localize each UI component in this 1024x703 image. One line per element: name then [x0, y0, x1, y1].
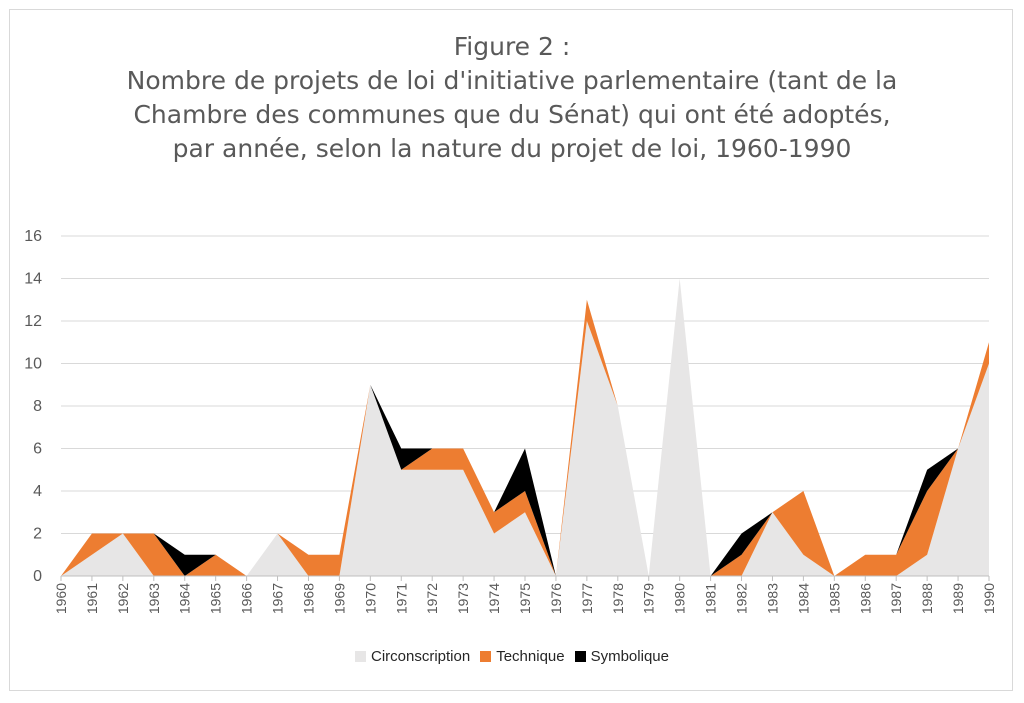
y-tick-label-12: 12 [24, 313, 42, 330]
y-tick-label-8: 8 [33, 398, 42, 415]
x-tick-label-1979: 1979 [641, 583, 657, 614]
x-tick-label-1967: 1967 [270, 583, 286, 614]
title-line-2: Nombre de projets de loi d'initiative pa… [126, 66, 898, 95]
legend-label-symbolique: Symbolique [590, 648, 669, 665]
chart-legend: Circonscription Technique Symbolique [0, 648, 1024, 665]
legend-item-circonscription: Circonscription [355, 648, 470, 665]
legend-item-technique: Technique [480, 648, 565, 665]
x-tick-label-1978: 1978 [610, 583, 626, 614]
x-tick-label-1983: 1983 [764, 583, 780, 614]
x-tick-label-1980: 1980 [672, 583, 688, 614]
y-tick-label-6: 6 [33, 441, 42, 458]
x-tick-label-1969: 1969 [331, 583, 347, 614]
title-line-1: Figure 2 : [453, 32, 571, 61]
x-tick-label-1990: 1990 [981, 583, 997, 614]
title-line-4: par année, selon la nature du projet de … [172, 134, 852, 163]
x-tick-label-1968: 1968 [300, 583, 316, 614]
legend-label-circonscription: Circonscription [371, 648, 471, 665]
legend-swatch-symbolique [574, 651, 586, 662]
x-tick-label-1964: 1964 [177, 583, 193, 614]
legend-item-symbolique: Symbolique [574, 648, 669, 665]
x-tick-label-1986: 1986 [857, 583, 873, 614]
gridlines [61, 235, 989, 534]
x-tick-label-1970: 1970 [362, 583, 378, 614]
y-tick-label-2: 2 [33, 526, 42, 543]
x-tick-label-1987: 1987 [888, 583, 904, 614]
y-tick-label-14: 14 [24, 271, 42, 288]
x-tick-label-1989: 1989 [950, 583, 966, 614]
x-tick-label-1962: 1962 [115, 583, 131, 614]
chart-title: Figure 2 : Nombre de projets de loi d'in… [0, 30, 1024, 166]
area-series [61, 278, 989, 576]
legend-label-technique: Technique [496, 648, 565, 665]
x-tick-label-1972: 1972 [424, 583, 440, 614]
y-tick-label-4: 4 [33, 483, 42, 500]
legend-swatch-circonscription [355, 651, 366, 662]
axes: 0 2 4 6 8 10 12 14 16 1960 1961 1962 1963 1964 1965 196… [24, 228, 997, 614]
x-tick-label-1981: 1981 [703, 583, 719, 614]
area-circonscription [61, 278, 989, 576]
y-tick-label-10: 10 [24, 356, 42, 373]
x-tick-label-1960: 1960 [53, 583, 69, 614]
x-tick-label-1971: 1971 [393, 583, 409, 614]
y-tick-label-16: 16 [24, 228, 42, 245]
x-tick-label-1963: 1963 [146, 583, 162, 614]
y-tick-label-0: 0 [33, 568, 42, 585]
x-tick-label-1965: 1965 [208, 583, 224, 614]
legend-swatch-technique [480, 651, 492, 662]
x-tick-label-1977: 1977 [579, 583, 595, 614]
x-tick-label-1985: 1985 [826, 583, 842, 614]
x-tick-label-1961: 1961 [84, 583, 100, 614]
x-tick-label-1982: 1982 [734, 583, 750, 614]
x-tick-label-1976: 1976 [548, 583, 564, 614]
x-tick-label-1988: 1988 [919, 583, 935, 614]
x-tick-label-1973: 1973 [455, 583, 471, 614]
area-technique [61, 278, 989, 576]
x-tick-label-1974: 1974 [486, 583, 502, 614]
x-tick-label-1984: 1984 [795, 583, 811, 614]
x-tick-label-1975: 1975 [517, 583, 533, 614]
x-tick-label-1966: 1966 [239, 583, 255, 614]
chart-frame [9, 9, 1013, 691]
title-line-3: Chambre des communes que du Sénat) qui o… [133, 100, 891, 129]
